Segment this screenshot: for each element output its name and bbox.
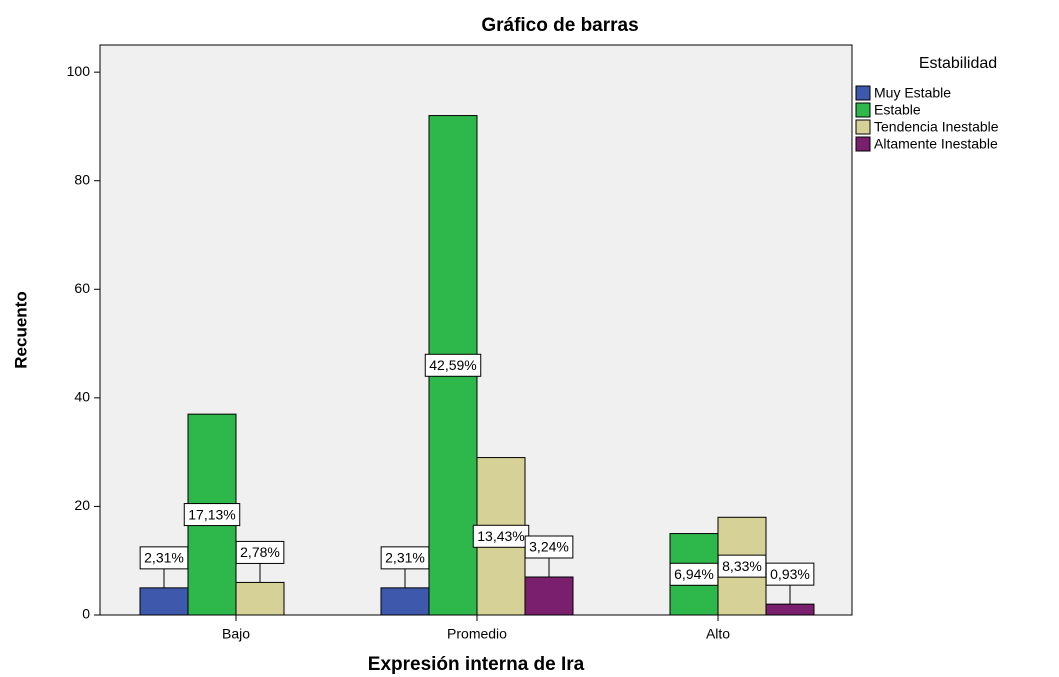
value-label: 13,43% [477,528,524,544]
bar [380,587,430,616]
bar [139,587,189,616]
value-label: 8,33% [722,558,762,574]
value-label: 42,59% [429,357,476,373]
value-label: 2,31% [385,550,425,566]
bar [235,581,285,616]
value-label: 6,94% [674,566,714,582]
bar [765,603,815,616]
value-label: 0,93% [770,566,810,582]
x-tick-label: Bajo [222,626,250,642]
y-tick-label: 100 [67,63,91,79]
value-label: 17,13% [188,506,235,522]
legend-label: Tendencia Inestable [874,119,999,135]
y-tick-label: 40 [74,389,90,405]
x-axis-title: Expresión interna de Ira [368,654,585,675]
value-label: 3,24% [529,539,569,555]
y-tick-label: 20 [74,497,90,513]
value-label-box [424,353,482,377]
value-label-box [765,562,815,586]
legend-swatch [855,102,871,118]
y-tick-label: 60 [74,280,90,296]
y-axis-title: Recuento [11,291,30,368]
x-tick-label: Promedio [447,626,507,642]
legend-label: Muy Estable [874,85,951,101]
x-tick-label: Alto [706,626,730,642]
value-label-box [524,535,574,559]
legend-swatch [855,119,871,135]
value-label-box [235,540,285,564]
value-label: 2,78% [240,544,280,560]
value-label: 2,31% [144,550,184,566]
bar [524,576,574,616]
value-label-box [139,546,189,570]
value-label-box [183,503,241,527]
y-tick-label: 0 [82,606,90,622]
legend-swatch [855,85,871,101]
value-label-box [380,546,430,570]
legend-label: Altamente Inestable [874,136,998,152]
legend-label: Estable [874,102,921,118]
legend-swatch [855,136,871,152]
chart-title: Gráfico de barras [481,15,638,36]
y-tick-label: 80 [74,171,90,187]
legend-title: Estabilidad [919,55,997,72]
